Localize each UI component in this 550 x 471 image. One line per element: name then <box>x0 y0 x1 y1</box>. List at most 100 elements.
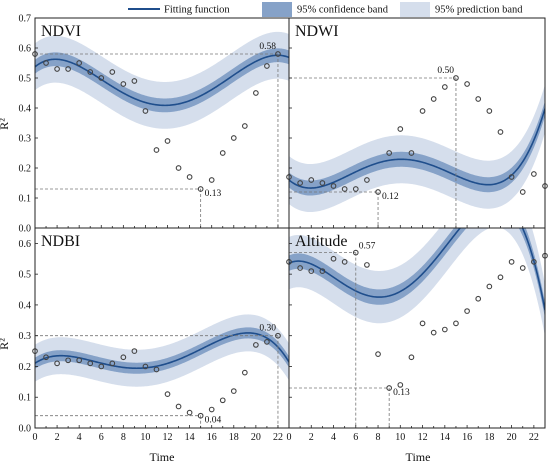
data-point <box>308 268 315 274</box>
data-point <box>109 360 116 367</box>
data-point <box>253 342 259 348</box>
fitting-function-line <box>35 54 289 107</box>
data-point <box>208 406 215 413</box>
data-point <box>330 255 337 262</box>
y-tick-label: 0.4 <box>19 300 32 311</box>
y-tick-label: 0.5 <box>19 270 32 281</box>
data-point <box>508 258 515 265</box>
x-tick-label: 14 <box>440 432 450 443</box>
prediction-band <box>35 31 289 129</box>
panel-ndvi: 0.58 0.13 NDVI 0.7 0.6 0.5 0.4 0.3 0.2 0.1 0.0 <box>19 14 290 235</box>
data-point <box>453 75 459 81</box>
data-point <box>65 357 71 364</box>
y-tick-label: 0.5 <box>19 74 32 85</box>
data-point <box>464 308 470 314</box>
data-point <box>319 268 326 274</box>
data-point <box>76 357 83 364</box>
annotation-label: 0.13 <box>205 189 222 199</box>
panel-title: NDVI <box>41 23 81 40</box>
x-tick-label: 18 <box>229 432 239 443</box>
data-point <box>197 186 204 192</box>
x-tick-label: 6 <box>99 432 104 443</box>
legend-fit-label: Fitting function <box>164 5 230 16</box>
data-point <box>230 388 237 394</box>
annotation-label: 0.57 <box>359 242 376 252</box>
plot-area <box>35 31 289 129</box>
x-tick-label: 2 <box>55 432 60 443</box>
data-point <box>164 138 171 144</box>
x-axis-title-left: Time <box>150 450 175 464</box>
y-axis-title-top: R² <box>0 118 11 130</box>
x-tick-label: 10 <box>140 432 150 443</box>
data-point <box>76 60 83 66</box>
y-tick-label: 0.0 <box>19 424 32 435</box>
x-tick-label: 18 <box>484 432 494 443</box>
data-point <box>397 382 404 388</box>
data-point <box>486 108 493 114</box>
data-point <box>441 84 448 90</box>
data-point <box>441 326 448 333</box>
y-tick-label: 0.2 <box>19 164 32 175</box>
x-tick-label: 16 <box>207 432 217 443</box>
data-point <box>419 320 426 327</box>
y-tick-label: 0.3 <box>19 331 32 342</box>
data-point <box>475 96 482 102</box>
data-point <box>175 403 182 410</box>
data-point <box>164 391 171 398</box>
confidence-band <box>35 48 289 113</box>
data-point <box>142 363 149 370</box>
data-point <box>264 338 270 345</box>
annotation-label: 0.58 <box>259 42 276 52</box>
panel-title: Altitude <box>295 233 347 250</box>
data-point <box>464 81 470 87</box>
data-point <box>186 409 193 416</box>
data-point <box>364 262 370 268</box>
x-tick-label: 10 <box>395 432 405 443</box>
panel-title: NDWI <box>295 23 339 40</box>
x-tick-label: 14 <box>185 432 195 443</box>
data-point <box>43 354 49 361</box>
y-axis-title-bottom: R² <box>0 338 11 350</box>
data-point <box>531 171 537 177</box>
data-point <box>364 177 370 183</box>
data-point <box>241 369 248 376</box>
data-point <box>430 96 437 102</box>
x-axis-title-right: Time <box>406 450 431 464</box>
panel-ndwi: 0.50 0.12 NDWI <box>286 17 548 229</box>
data-point <box>475 295 482 302</box>
x-tick-label: 0 <box>33 432 38 443</box>
plot-area <box>289 84 545 213</box>
prediction-band <box>289 84 545 213</box>
data-point <box>275 51 281 57</box>
annotation-label: 0.30 <box>259 324 276 334</box>
data-point <box>65 66 71 72</box>
data-point <box>341 186 348 192</box>
annotation-label: 0.50 <box>437 66 454 76</box>
data-point <box>264 63 270 69</box>
data-point <box>308 177 315 183</box>
legend-pred-swatch <box>400 2 430 17</box>
data-point <box>341 258 348 265</box>
data-point <box>430 329 437 336</box>
data-point <box>508 174 515 180</box>
legend-pred-label: 95% prediction band <box>435 5 523 16</box>
y-tick-label: 0.7 <box>19 14 32 25</box>
x-tick-label: 8 <box>121 432 126 443</box>
data-point <box>208 177 215 183</box>
confidence-band <box>289 228 545 318</box>
x-tick-label: 22 <box>529 432 539 443</box>
y-tick-label: 0.1 <box>19 393 32 404</box>
x-tick-label: 4 <box>331 432 336 443</box>
x-tick-label: 0 <box>287 432 292 443</box>
panel-altitude: 0.57 0.13 Altitude 0 2 4 6 8 10 12 14 16 18 20 22 <box>286 227 548 443</box>
y-tick-label: 0.6 <box>19 239 32 250</box>
confidence-band <box>289 101 545 196</box>
y-tick-label: 0.2 <box>19 362 32 373</box>
data-point <box>531 258 537 265</box>
data-point <box>131 348 138 354</box>
data-point <box>219 397 226 404</box>
data-point <box>131 78 138 84</box>
